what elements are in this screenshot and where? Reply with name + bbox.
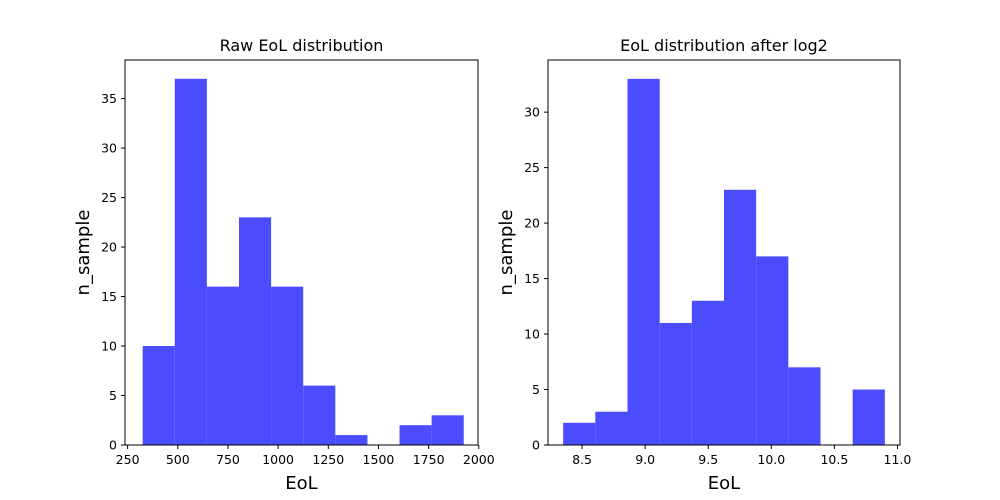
histogram-bar	[691, 300, 724, 445]
histogram-bar	[431, 415, 464, 445]
y-tick-label: 10	[524, 327, 540, 342]
chart-title: Raw EoL distribution	[220, 36, 384, 55]
plot-frame	[547, 59, 901, 446]
histogram-bar	[756, 256, 789, 445]
x-axis-label: EoL	[708, 473, 740, 494]
chart-panel-1: 250 500 750 1000 1250 1500 1750 2000 0 5 10 15 20 25 3…	[73, 36, 495, 494]
x-tick-label: 250	[116, 452, 140, 467]
x-tick-label: 10.5	[820, 452, 848, 467]
y-tick-label: 20	[101, 240, 117, 255]
x-tick-label: 11.0	[884, 452, 912, 467]
chart-panel-2: 8.5 9.0 9.5 10.0 10.5 11.0 0 5 10 15 20 25 30 EoL dis…	[496, 36, 911, 494]
histogram-bar	[724, 189, 757, 445]
x-tick-label: 1000	[262, 452, 294, 467]
histogram-bar	[174, 78, 207, 445]
x-tick-label: 10.0	[757, 452, 785, 467]
histogram-bar	[627, 78, 660, 446]
y-tick-label: 25	[101, 190, 117, 205]
x-tick-label: 500	[166, 452, 190, 467]
plot-frame	[124, 59, 479, 446]
histogram-bar	[399, 425, 432, 445]
histogram-bar	[303, 385, 336, 445]
histogram-bar	[563, 422, 596, 445]
y-axis-label: n_sample	[73, 210, 94, 296]
x-axis-label: EoL	[285, 473, 317, 494]
histogram-bar	[271, 286, 304, 445]
x-tick-label: 1500	[363, 452, 395, 467]
y-tick-label: 25	[524, 160, 540, 175]
x-tick-label: 9.0	[635, 452, 655, 467]
histogram-bar	[238, 217, 272, 445]
y-tick-label: 15	[524, 271, 540, 286]
histogram-bar	[142, 346, 175, 445]
y-tick-label: 15	[101, 289, 117, 304]
y-tick-label: 30	[101, 141, 117, 156]
histogram-bar	[595, 411, 628, 445]
histogram-bar	[335, 435, 368, 445]
y-tick-label: 35	[101, 91, 117, 106]
y-tick-label: 20	[524, 216, 540, 231]
x-tick-label: 9.5	[698, 452, 718, 467]
y-tick-label: 30	[524, 105, 540, 120]
y-tick-label: 0	[532, 438, 540, 453]
x-tick-label: 1250	[312, 452, 344, 467]
y-tick-label: 5	[532, 382, 540, 397]
histogram-bar	[659, 322, 692, 445]
x-tick-label: 2000	[463, 452, 495, 467]
histogram-bar	[206, 286, 239, 445]
y-tick-label: 5	[109, 388, 117, 403]
x-tick-label: 1750	[413, 452, 445, 467]
chart-title: EoL distribution after log2	[620, 36, 828, 55]
y-tick-label: 10	[101, 339, 117, 354]
y-axis-label: n_sample	[496, 210, 517, 296]
x-tick-label: 8.5	[572, 452, 592, 467]
histogram-bar	[852, 389, 885, 445]
x-tick-label: 750	[216, 452, 240, 467]
histogram-bar	[788, 367, 821, 445]
y-tick-label: 0	[109, 438, 117, 453]
